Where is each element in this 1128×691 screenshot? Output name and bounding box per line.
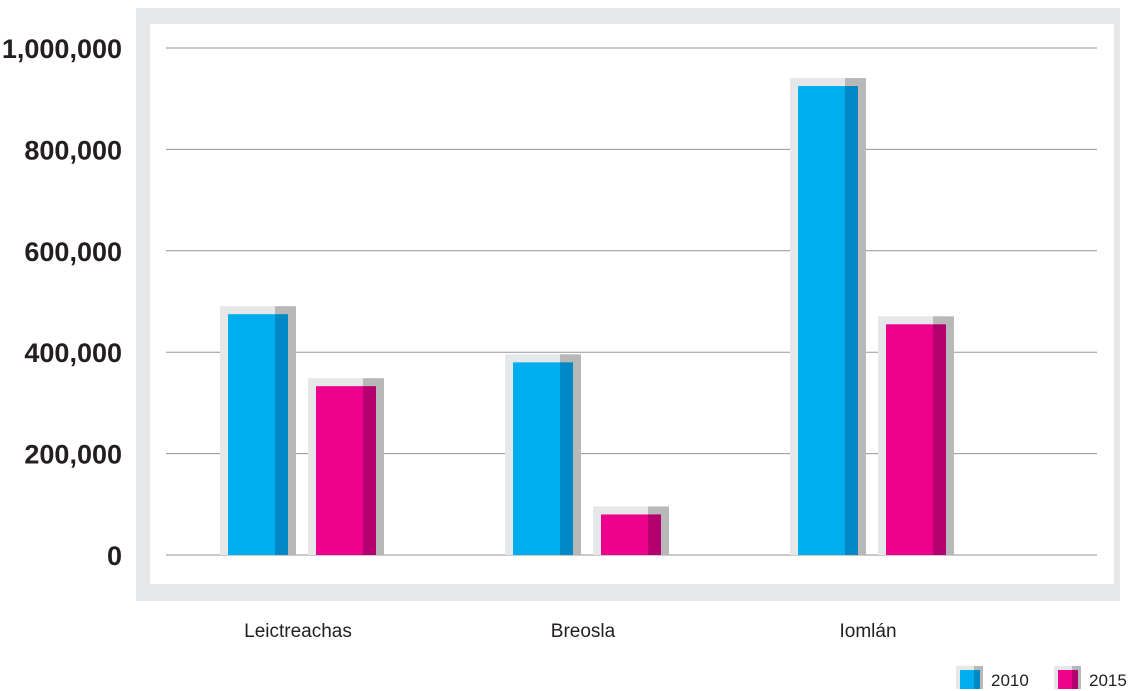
x-tick-label: Breosla bbox=[551, 621, 616, 642]
bar bbox=[505, 354, 581, 555]
bar bbox=[878, 316, 954, 555]
legend-label: 2010 bbox=[991, 671, 1029, 690]
y-axis-ticks: 0 200,000 400,000 600,000 800,000 1,000,000 bbox=[2, 34, 122, 571]
y-tick-label: 1,000,000 bbox=[2, 34, 122, 64]
bar-face bbox=[316, 386, 363, 555]
legend-item: 2015 bbox=[1054, 666, 1127, 690]
bar bbox=[790, 78, 866, 556]
y-tick-label: 800,000 bbox=[24, 135, 122, 165]
bars bbox=[220, 78, 954, 556]
y-tick-label: 200,000 bbox=[24, 440, 122, 470]
bar bbox=[220, 306, 296, 555]
bar-side bbox=[363, 386, 376, 555]
bar-face bbox=[513, 362, 560, 555]
bar bbox=[593, 506, 669, 555]
legend-item: 2010 bbox=[956, 666, 1029, 690]
x-tick-label: Iomlán bbox=[839, 621, 896, 642]
bar-side bbox=[560, 362, 573, 555]
y-tick-label: 600,000 bbox=[24, 237, 122, 267]
legend: 2010 2015 bbox=[956, 666, 1127, 690]
x-tick-label: Leictreachas bbox=[244, 621, 352, 642]
bar-face bbox=[798, 86, 845, 556]
bar-face bbox=[886, 324, 933, 555]
y-tick-label: 400,000 bbox=[24, 338, 122, 368]
legend-label: 2015 bbox=[1089, 671, 1127, 690]
legend-swatch bbox=[1054, 666, 1081, 689]
bar-side bbox=[648, 514, 661, 555]
legend-swatch bbox=[956, 666, 983, 689]
y-tick-label: 0 bbox=[107, 541, 122, 571]
bar-side bbox=[933, 324, 946, 555]
bar-face bbox=[601, 514, 648, 555]
bar bbox=[308, 378, 384, 555]
bar-side bbox=[845, 86, 858, 556]
x-axis-ticks: Leictreachas Breosla Iomlán bbox=[244, 621, 896, 642]
bar-face bbox=[228, 314, 275, 555]
bar-side bbox=[275, 314, 288, 555]
